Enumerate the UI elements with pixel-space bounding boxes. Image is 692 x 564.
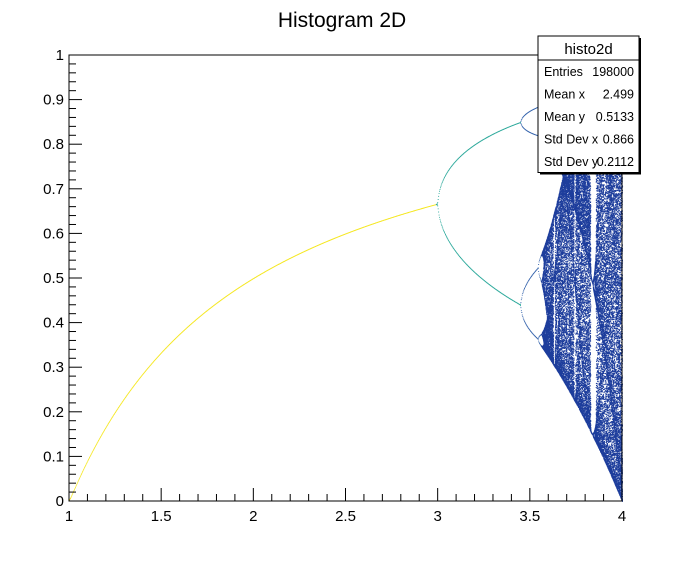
x-tick-label: 1.5 bbox=[151, 508, 172, 525]
y-tick-label: 0.8 bbox=[43, 136, 64, 153]
y-tick-label: 0.9 bbox=[43, 92, 64, 109]
x-tick-label: 3.5 bbox=[519, 508, 540, 525]
y-tick-label: 0.5 bbox=[43, 270, 64, 287]
stats-row-name: Mean y bbox=[544, 110, 586, 124]
y-tick-label: 0.6 bbox=[43, 225, 64, 242]
stats-row-value: 0.866 bbox=[603, 133, 634, 147]
stats-row-name: Std Dev y bbox=[544, 155, 599, 169]
y-tick-label: 0.7 bbox=[43, 181, 64, 198]
branch-points-1 bbox=[435, 121, 521, 307]
stats-row-value: 0.5133 bbox=[596, 110, 634, 124]
stats-row-name: Std Dev x bbox=[544, 133, 599, 147]
x-tick-label: 2.5 bbox=[335, 508, 356, 525]
stats-box: histo2d Entries 198000 Mean x 2.499 Mean y 0.5… bbox=[537, 35, 641, 175]
y-tick-label: 0.2 bbox=[43, 404, 64, 421]
branch-points-0 bbox=[69, 204, 437, 501]
stats-box-frame bbox=[537, 35, 640, 173]
y-axis: 0 0.1 0.2 0.3 0.4 0.5 0.6 0.7 0.8 0.9 1 bbox=[43, 47, 82, 510]
stats-row-value: 198000 bbox=[592, 65, 634, 79]
x-tick-label: 4 bbox=[618, 508, 626, 525]
x-axis: 1 1.5 2 2.5 3 3.5 4 bbox=[65, 488, 626, 525]
stats-row-name: Mean x bbox=[544, 88, 586, 102]
y-tick-label: 0.3 bbox=[43, 359, 64, 376]
x-tick-label: 1 bbox=[65, 508, 73, 525]
chart-title: Histogram 2D bbox=[278, 9, 406, 32]
y-tick-label: 1 bbox=[56, 47, 64, 64]
branch-points-2 bbox=[520, 104, 542, 346]
x-tick-label: 2 bbox=[249, 508, 257, 525]
stats-row-name: Entries bbox=[544, 65, 583, 79]
stats-row-value: 2.499 bbox=[603, 88, 634, 102]
stats-box-title: histo2d bbox=[564, 41, 612, 58]
stats-row-value: 0.2112 bbox=[597, 155, 634, 169]
y-tick-label: 0.1 bbox=[43, 448, 64, 465]
y-tick-label: 0.4 bbox=[43, 315, 64, 332]
y-tick-label: 0 bbox=[56, 493, 64, 510]
x-tick-label: 3 bbox=[433, 508, 441, 525]
